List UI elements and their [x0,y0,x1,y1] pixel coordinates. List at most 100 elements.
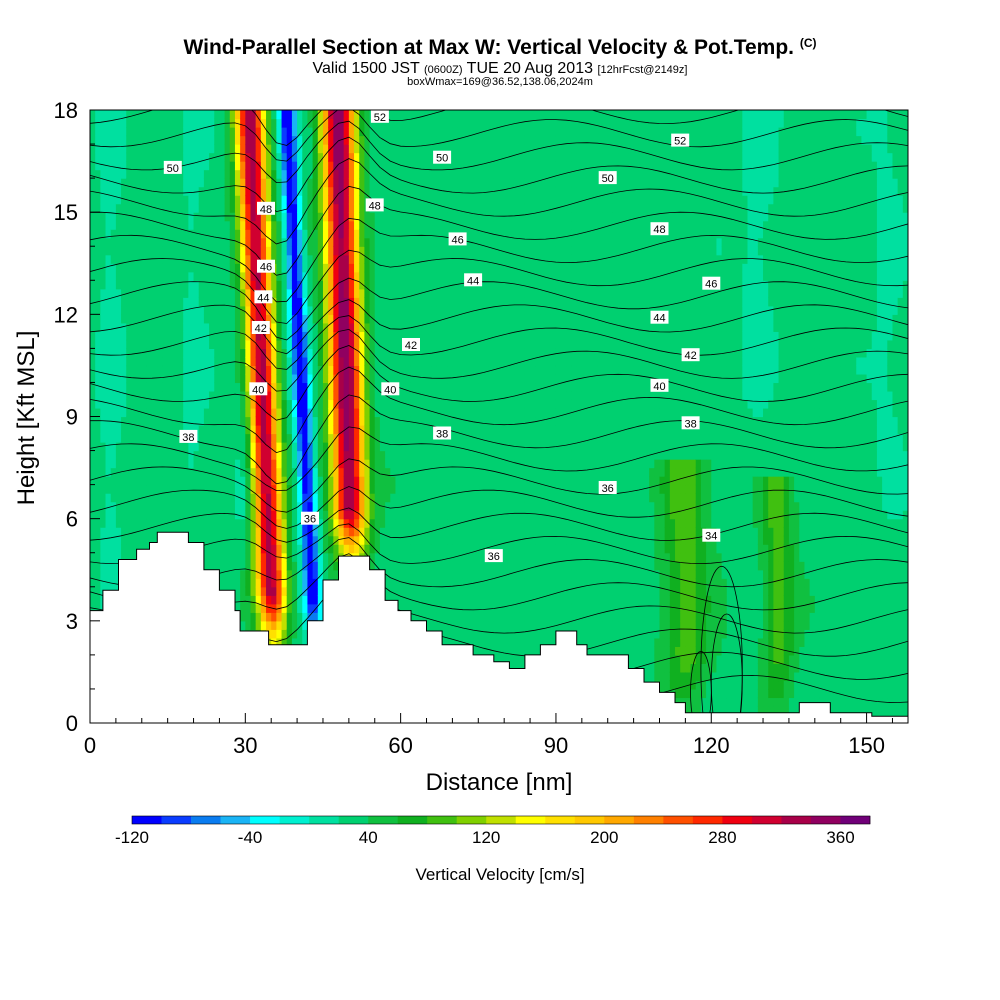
heat-cell [146,365,153,375]
heat-cell [126,331,133,341]
heat-cell [146,484,153,494]
heat-cell [369,484,376,494]
heat-cell [224,476,231,486]
heat-cell [255,229,262,239]
heat-cell [379,518,386,528]
heat-cell [224,339,231,349]
heat-cell [126,356,133,367]
heat-cell [234,501,241,511]
heat-cell [426,169,433,179]
heat-cell [260,433,267,443]
heat-cell [224,552,231,562]
heat-cell [95,220,101,230]
heat-cell [214,552,221,562]
heat-cell [442,476,448,486]
heat-cell [369,314,376,324]
heat-cell [442,442,448,452]
heat-cell [219,425,226,435]
heat-cell [354,339,360,349]
heat-cell [276,263,283,273]
heat-cell [374,322,381,332]
heat-cell [121,186,127,196]
heat-cell [291,578,298,588]
heat-cell [359,382,365,392]
heat-cell [250,271,257,281]
heat-cell [395,297,402,307]
heat-cell [250,595,257,605]
heat-cell [198,407,205,418]
heat-cell [260,339,267,349]
heat-cell [219,390,226,401]
heat-cell [214,263,221,273]
heat-cell [416,237,422,247]
heat-cell [198,220,205,230]
heat-cell [317,169,324,179]
heat-cell [198,450,205,460]
heat-cell [291,339,298,349]
heat-cell [136,467,143,477]
heat-cell [250,297,257,307]
heat-cell [136,161,143,171]
heat-cell [390,467,397,477]
heat-cell [421,535,428,545]
heat-cell [431,561,438,571]
heat-cell [260,246,267,256]
heat-cell [410,331,417,341]
heat-cell [354,297,360,307]
heat-cell [219,569,226,579]
heat-cell [234,365,241,375]
heat-cell [245,118,252,128]
heat-cell [131,169,138,179]
heat-cell [90,203,96,213]
heat-cell [410,586,417,596]
heat-cell [276,493,283,503]
heat-cell [281,305,288,315]
heat-cell [343,433,350,443]
heat-cell [162,407,169,418]
heat-cell [364,382,371,392]
heat-cell [90,425,96,435]
heat-cell [198,348,205,358]
heat-cell [136,527,143,537]
heat-cell [157,144,164,154]
heat-cell [209,518,215,528]
heat-cell [348,135,355,145]
heat-cell [369,297,376,307]
heat-cell [307,467,314,477]
heat-cell [374,212,381,222]
heat-cell [374,314,381,324]
heat-cell [312,127,319,137]
heat-cell [95,118,101,128]
heat-cell [271,595,277,605]
heat-cell [105,246,112,256]
heat-cell [240,620,246,630]
heat-cell [224,373,231,384]
heat-cell [286,203,293,213]
heat-cell [291,382,298,392]
heat-cell [219,246,226,256]
heat-cell [431,578,438,588]
heat-cell [167,459,174,469]
heat-cell [250,178,257,188]
heat-cell [328,493,334,503]
heat-cell [245,127,252,137]
heat-cell [395,595,402,605]
heat-cell [405,356,412,367]
heat-cell [90,407,96,418]
heat-cell [374,178,381,188]
heat-cell [291,280,298,290]
heat-cell [400,442,407,452]
heat-cell [364,118,371,128]
heat-cell [379,527,386,537]
heat-cell [369,467,376,477]
heat-cell [146,518,153,528]
heat-cell [126,186,133,196]
heat-cell [172,195,179,205]
heat-cell [436,382,443,392]
heat-cell [203,229,210,239]
heat-cell [193,212,200,222]
heat-cell [405,416,412,426]
heat-cell [172,331,179,341]
heat-cell [183,263,189,273]
heat-cell [333,442,340,452]
